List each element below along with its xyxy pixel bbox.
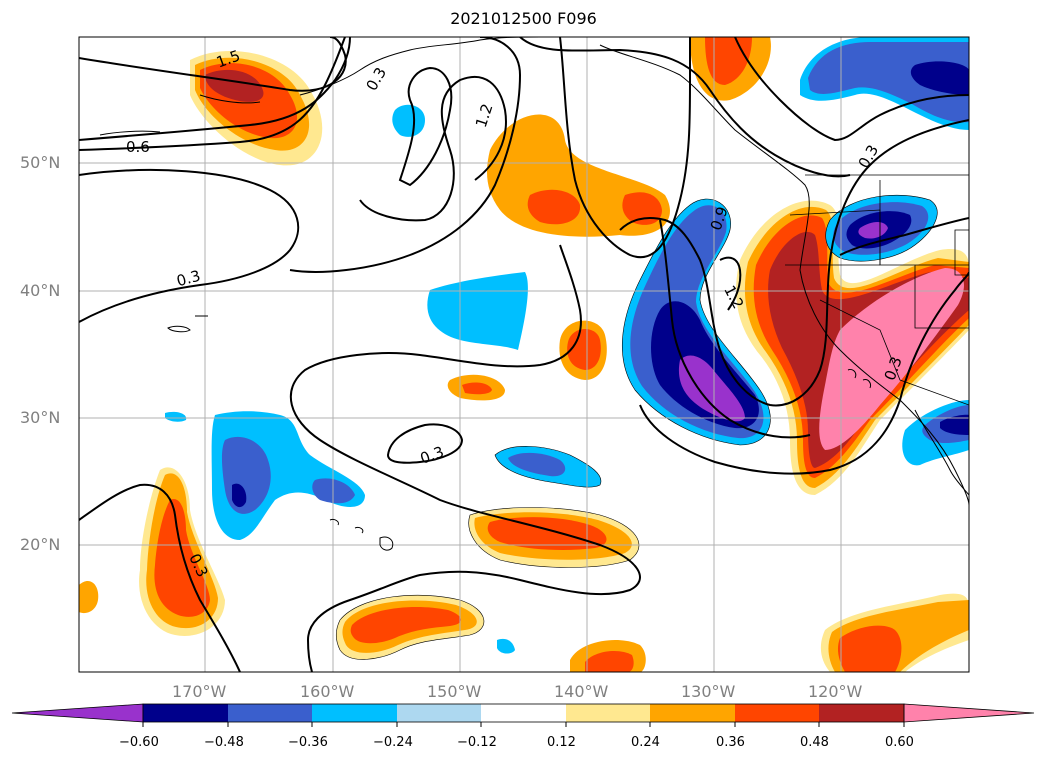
lon-label-130w: 130°W <box>681 682 736 701</box>
map-gridlines <box>79 37 969 672</box>
colorbar-segment-0 <box>11 703 144 723</box>
lon-label-170w: 170°W <box>172 682 227 701</box>
colorbar-segment-3 <box>312 704 397 722</box>
colorbar-label: −0.48 <box>204 735 244 750</box>
lat-label-40n: 40°N <box>20 281 61 300</box>
colorbar-ticks <box>142 722 905 727</box>
colorbar-label: 0.48 <box>800 735 829 750</box>
lon-label-150w: 150°W <box>427 682 482 701</box>
contour-label: 0.6 <box>126 138 150 156</box>
lon-label-160w: 160°W <box>300 682 355 701</box>
colorbar <box>11 703 1035 727</box>
colorbar-label: 0.36 <box>716 735 745 750</box>
colorbar-segment-9 <box>819 704 904 722</box>
lon-label-120w: 120°W <box>808 682 863 701</box>
colorbar-segment-2 <box>228 704 312 722</box>
colorbar-segment-6 <box>566 704 650 722</box>
colorbar-segment-10 <box>903 703 1035 723</box>
colorbar-label: −0.24 <box>373 735 413 750</box>
map-title: 2021012500 F096 <box>450 9 597 28</box>
colorbar-segment-4 <box>397 704 481 722</box>
colorbar-label: 0.24 <box>631 735 660 750</box>
lat-label-20n: 20°N <box>20 535 61 554</box>
lat-label-50n: 50°N <box>20 153 61 172</box>
colorbar-segment-5 <box>481 704 566 722</box>
contour-label: 0.3 <box>175 267 203 291</box>
map-plot-area: 1.5 0.6 0.3 1.2 0.9 0.3 0.3 0.3 1.2 0.3 … <box>79 37 969 672</box>
coastline <box>99 37 969 551</box>
colorbar-frame <box>142 703 905 723</box>
contour-lines <box>79 37 969 672</box>
lon-label-140w: 140°W <box>554 682 609 701</box>
lat-label-30n: 30°N <box>20 408 61 427</box>
colorbar-label: 0.60 <box>885 735 914 750</box>
colorbar-segment-1 <box>143 704 228 722</box>
colorbar-label: 0.12 <box>547 735 576 750</box>
colorbar-label: −0.12 <box>457 735 497 750</box>
colorbar-segment-8 <box>735 704 819 722</box>
colorbar-label: −0.36 <box>288 735 328 750</box>
colorbar-segment-7 <box>650 704 735 722</box>
colorbar-label: −0.60 <box>119 735 159 750</box>
borders <box>785 174 969 406</box>
map-frame <box>78 36 970 673</box>
